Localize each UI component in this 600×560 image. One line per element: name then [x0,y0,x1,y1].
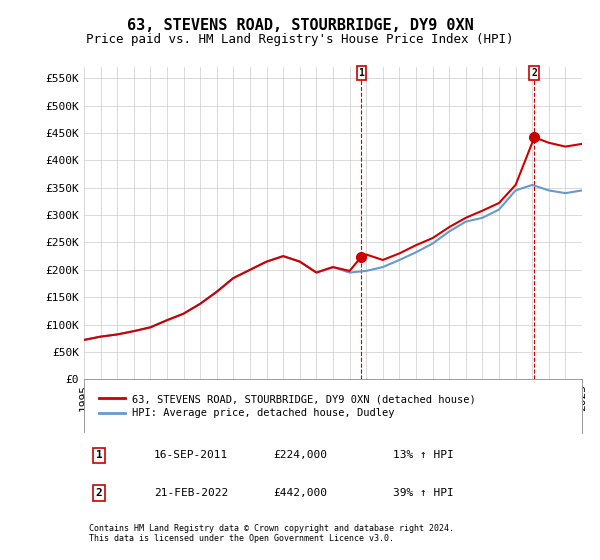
Text: £224,000: £224,000 [273,450,327,460]
Text: 63, STEVENS ROAD, STOURBRIDGE, DY9 0XN: 63, STEVENS ROAD, STOURBRIDGE, DY9 0XN [127,18,473,32]
Text: Contains HM Land Registry data © Crown copyright and database right 2024.
This d: Contains HM Land Registry data © Crown c… [89,524,454,543]
Text: 39% ↑ HPI: 39% ↑ HPI [393,488,454,498]
Text: 1: 1 [95,450,103,460]
Legend: 63, STEVENS ROAD, STOURBRIDGE, DY9 0XN (detached house), HPI: Average price, det: 63, STEVENS ROAD, STOURBRIDGE, DY9 0XN (… [94,389,481,423]
Text: 2: 2 [95,488,103,498]
Text: 2: 2 [532,68,537,78]
Text: Price paid vs. HM Land Registry's House Price Index (HPI): Price paid vs. HM Land Registry's House … [86,32,514,46]
Text: 21-FEB-2022: 21-FEB-2022 [154,488,228,498]
Text: £442,000: £442,000 [273,488,327,498]
Text: 13% ↑ HPI: 13% ↑ HPI [393,450,454,460]
Text: 16-SEP-2011: 16-SEP-2011 [154,450,228,460]
Text: 1: 1 [358,68,364,78]
